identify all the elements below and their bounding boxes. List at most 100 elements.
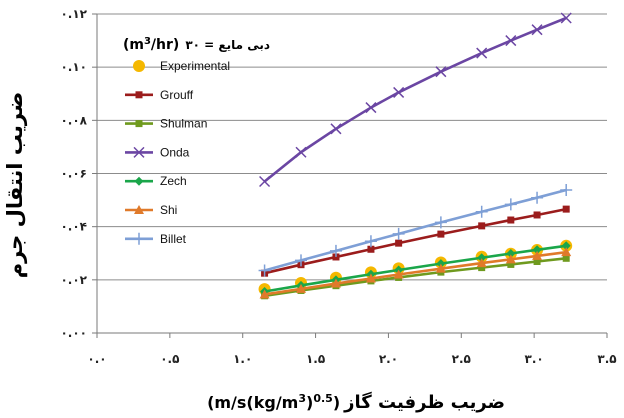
data-point-shi-6 — [476, 258, 487, 268]
legend-item-grouff: Grouff — [125, 88, 194, 102]
data-point-billet-5 — [434, 216, 447, 229]
y-tick-label-2: ۰.۰۴ — [60, 220, 87, 234]
y-tick-label-5: ۰.۱۰ — [60, 60, 87, 74]
legend-marker-onda — [133, 146, 145, 158]
series-shulman — [261, 254, 570, 300]
legend-marker-grouff — [135, 91, 143, 99]
data-point-zech-7 — [506, 249, 516, 259]
data-point-onda-4 — [393, 86, 405, 98]
x-axis-ticks: ۰.۰ ۰.۵ ۱.۰ ۱.۵ ۲.۰ ۲.۵ ۳.۰ ۳.۵ — [87, 333, 617, 366]
data-point-grouff-4 — [395, 239, 403, 247]
legend-label-experimental: Experimental — [160, 59, 230, 73]
x-axis-title: (m/s(kg/m3)0.5) ضریب ظرفیت گاز — [207, 391, 505, 413]
x-tick-label-0: ۰.۰ — [87, 352, 106, 366]
condition-unit-sup: 3 — [144, 36, 151, 47]
data-point-shulman-9 — [562, 254, 570, 262]
data-point-onda-8 — [531, 24, 543, 36]
data-point-shi-5 — [435, 263, 446, 273]
data-point-shi-9 — [561, 247, 572, 257]
legend-label-shi: Shi — [160, 203, 177, 217]
legend-label-shulman: Shulman — [160, 117, 207, 131]
data-point-shi-7 — [505, 254, 516, 264]
data-point-shi-8 — [532, 250, 543, 260]
data-point-grouff-2 — [332, 253, 340, 261]
data-point-grouff-8 — [533, 211, 541, 219]
legend-item-billet: Billet — [125, 232, 187, 246]
x-tick-label-7: ۳.۵ — [597, 352, 616, 366]
data-point-billet-1 — [295, 254, 307, 267]
data-point-onda-2 — [330, 123, 342, 135]
x-tick-label-1: ۰.۵ — [160, 352, 179, 366]
data-point-shi-3 — [365, 273, 376, 283]
x-axis-label: ضریب ظرفیت گاز — [343, 391, 505, 413]
data-point-shi-2 — [330, 278, 341, 288]
y-tick-label-0: ۰.۰۰ — [60, 326, 87, 340]
data-point-zech-8 — [532, 245, 542, 255]
data-point-shulman-7 — [507, 260, 515, 268]
gridlines — [97, 13, 607, 281]
y-axis-ticks: ۰.۰۰ ۰.۰۲ ۰.۰۴ ۰.۰۶ ۰.۰۸ ۰.۱۰ ۰.۱۲ — [60, 7, 97, 340]
data-point-onda-1 — [295, 146, 307, 158]
data-point-onda-5 — [435, 66, 447, 78]
data-point-onda-7 — [505, 35, 517, 47]
plot-area — [258, 12, 573, 300]
series-shi — [259, 247, 572, 299]
data-point-grouff-9 — [562, 205, 570, 213]
data-point-shulman-6 — [478, 264, 486, 272]
x-tick-label-2: ۱.۰ — [233, 352, 252, 366]
condition-label: دبی مایع = ۳۰ — [185, 38, 270, 52]
condition-unit-end: /hr) — [151, 37, 179, 53]
legend-marker-experimental — [133, 60, 145, 72]
data-point-shi-1 — [296, 283, 306, 293]
legend-marker-billet — [133, 232, 145, 245]
data-point-grouff-6 — [478, 222, 486, 230]
data-point-billet-9 — [560, 183, 573, 196]
data-point-onda-3 — [365, 102, 377, 114]
data-point-onda-9 — [560, 12, 572, 24]
legend-condition: (m3/hr) دبی مایع = ۳۰ — [123, 36, 270, 54]
series-line-shi — [264, 250, 567, 296]
y-tick-label-4: ۰.۰۸ — [60, 113, 87, 127]
data-point-shi-4 — [393, 269, 404, 279]
data-point-grouff-7 — [507, 216, 515, 224]
legend-label-onda: Onda — [160, 145, 190, 159]
legend-item-shi: Shi — [125, 203, 177, 217]
legend-label-billet: Billet — [160, 232, 187, 246]
legend-marker-zech — [134, 176, 144, 186]
y-tick-label-6: ۰.۱۲ — [60, 7, 87, 21]
legend-item-shulman: Shulman — [125, 117, 207, 131]
series-line-zech — [264, 244, 567, 293]
x-axis-unit: (m/s(kg/m — [207, 393, 298, 412]
legend-label-grouff: Grouff — [160, 88, 194, 102]
x-tick-label-4: ۲.۰ — [379, 352, 398, 366]
x-tick-label-3: ۱.۵ — [306, 352, 325, 366]
series-grouff — [261, 205, 570, 277]
y-axis-title: ضریب انتقال جرم — [3, 92, 27, 279]
data-point-billet-2 — [329, 244, 342, 257]
legend-item-onda: Onda — [125, 145, 190, 159]
x-axis-unit-end: ) — [333, 393, 340, 412]
series-billet — [258, 183, 573, 277]
x-tick-label-6: ۳.۰ — [525, 352, 544, 366]
legend-item-zech: Zech — [125, 174, 187, 188]
legend-marker-shulman — [135, 120, 143, 128]
series-onda — [259, 12, 572, 188]
data-point-billet-8 — [531, 191, 544, 204]
data-point-zech-5 — [436, 259, 446, 269]
y-tick-label-1: ۰.۰۲ — [60, 273, 87, 287]
data-point-grouff-5 — [437, 230, 445, 238]
series-line-onda — [263, 16, 567, 183]
series-line-billet — [264, 188, 567, 272]
data-point-shulman-8 — [533, 257, 541, 265]
data-point-zech-9 — [561, 241, 571, 251]
legend-marker-shi — [134, 205, 144, 214]
y-tick-label-3: ۰.۰۶ — [60, 167, 87, 181]
data-point-shi-0 — [259, 289, 270, 299]
legend-label-zech: Zech — [160, 174, 187, 188]
x-axis-unit-mid: ) — [306, 393, 313, 412]
legend-item-experimental: Experimental — [133, 59, 230, 73]
data-point-billet-6 — [475, 205, 488, 218]
series-line-grouff — [264, 207, 567, 275]
x-axis-unit-sup1: 3 — [298, 392, 306, 405]
x-axis-unit-sup2: 0.5 — [313, 392, 333, 405]
